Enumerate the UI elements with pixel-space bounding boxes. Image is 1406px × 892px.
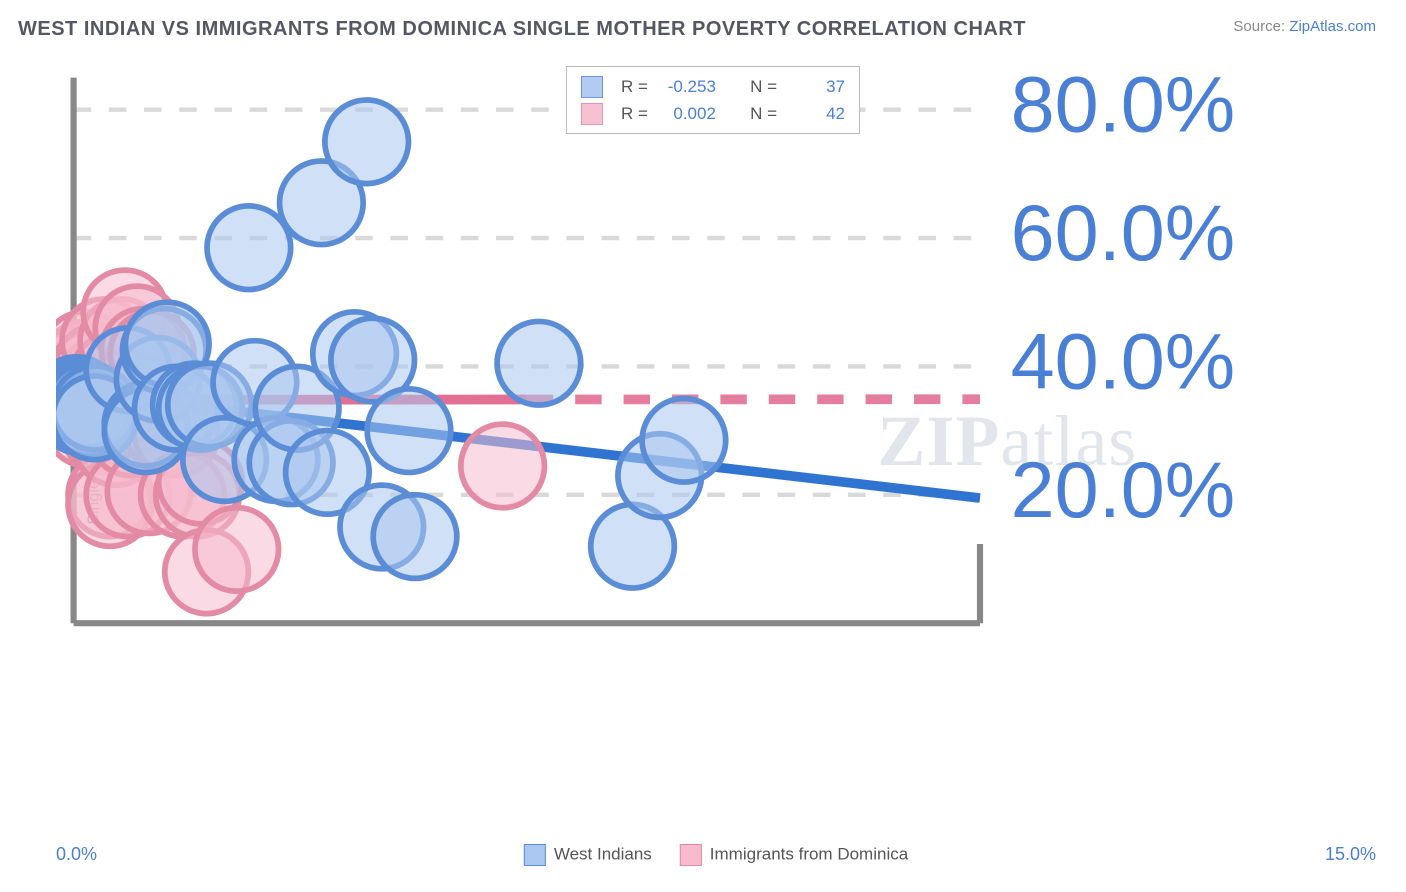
source-label: Source: bbox=[1233, 18, 1289, 35]
legend-entry: West Indians bbox=[524, 844, 652, 866]
plot-area: Single Mother Poverty ZIPatlas 20.0%40.0… bbox=[50, 60, 1376, 832]
legend-swatch bbox=[581, 103, 603, 125]
svg-text:20.0%: 20.0% bbox=[1011, 445, 1236, 534]
chart-header: WEST INDIAN VS IMMIGRANTS FROM DOMINICA … bbox=[0, 0, 1406, 41]
x-axis-labels: 0.0% West Indians Immigrants from Dominic… bbox=[56, 844, 1376, 874]
x-tick-left: 0.0% bbox=[56, 844, 97, 865]
svg-text:40.0%: 40.0% bbox=[1011, 316, 1236, 405]
legend-n-value: 37 bbox=[787, 73, 845, 100]
x-tick-right: 15.0% bbox=[1325, 844, 1376, 865]
legend-series-label: West Indians bbox=[554, 844, 652, 863]
legend-r-label: R = bbox=[621, 100, 648, 127]
correlation-legend: R = -0.253 N = 37R = 0.002 N = 42 bbox=[566, 66, 860, 134]
legend-n-label: N = bbox=[750, 73, 777, 100]
chart-title: WEST INDIAN VS IMMIGRANTS FROM DOMINICA … bbox=[18, 18, 1026, 41]
legend-swatch bbox=[680, 844, 702, 866]
svg-text:80.0%: 80.0% bbox=[1011, 60, 1236, 149]
legend-n-value: 42 bbox=[787, 100, 845, 127]
svg-text:60.0%: 60.0% bbox=[1011, 188, 1236, 277]
legend-n-label: N = bbox=[750, 100, 777, 127]
legend-series-label: Immigrants from Dominica bbox=[710, 844, 908, 863]
legend-entry: Immigrants from Dominica bbox=[680, 844, 908, 866]
legend-row: R = -0.253 N = 37 bbox=[581, 73, 845, 100]
series-legend: West Indians Immigrants from Dominica bbox=[524, 844, 908, 866]
legend-swatch bbox=[524, 844, 546, 866]
source-link[interactable]: ZipAtlas.com bbox=[1289, 18, 1376, 35]
legend-row: R = 0.002 N = 42 bbox=[581, 100, 845, 127]
scatter-plot-svg: 20.0% 40.0% 60.0% 80.0% bbox=[56, 60, 1376, 720]
legend-r-value: 0.002 bbox=[658, 100, 716, 127]
legend-swatch bbox=[581, 76, 603, 98]
legend-r-value: -0.253 bbox=[658, 73, 716, 100]
chart-source: Source: ZipAtlas.com bbox=[1233, 18, 1376, 35]
legend-r-label: R = bbox=[621, 73, 648, 100]
